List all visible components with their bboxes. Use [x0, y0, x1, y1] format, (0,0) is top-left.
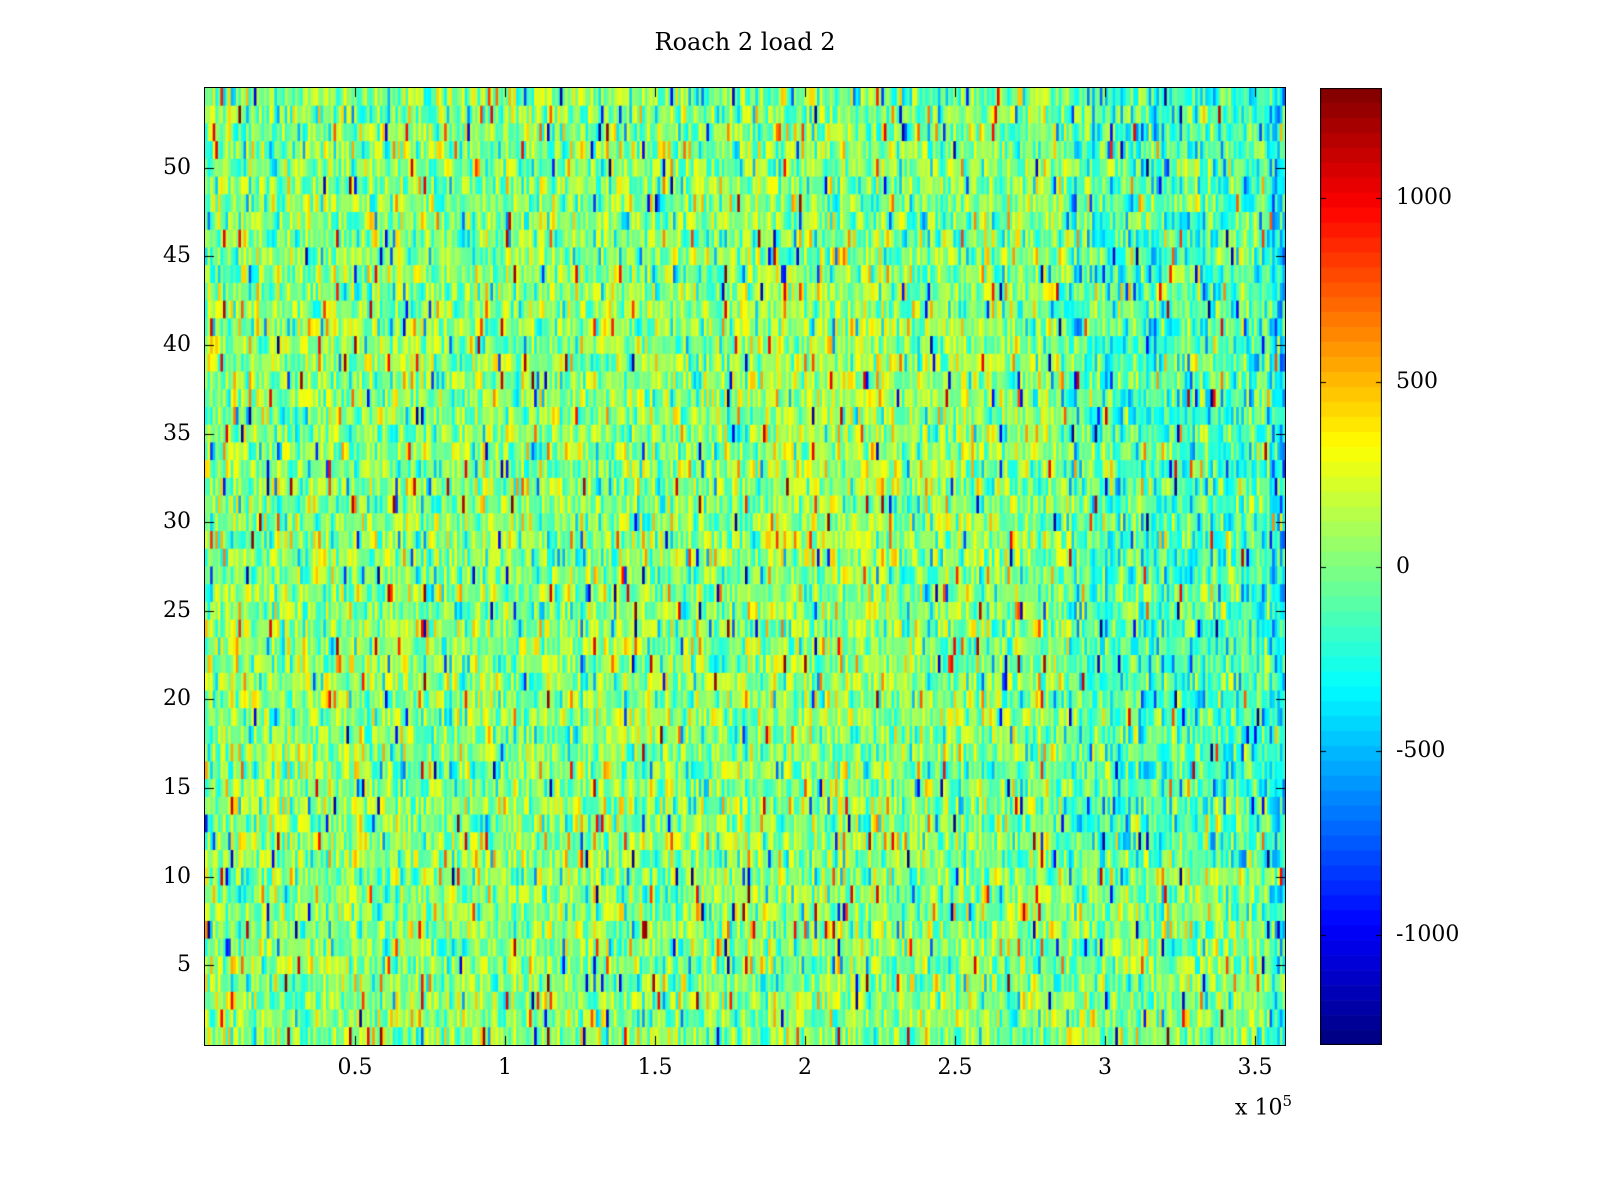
y-axis-tick-label: 15 — [163, 775, 191, 801]
y-axis-tick-label: 25 — [163, 597, 191, 623]
heatmap-canvas — [205, 88, 1285, 1045]
x-axis-tick-label: 1 — [498, 1055, 512, 1080]
x-axis-exponent-label: x 105 — [1150, 1092, 1292, 1120]
y-axis-tick-label: 40 — [163, 331, 191, 357]
exponent-prefix: x 10 — [1235, 1095, 1283, 1121]
colorbar-tick-label: 0 — [1396, 553, 1410, 579]
y-axis-tick-label: 5 — [177, 952, 191, 978]
y-axis-tick-label: 35 — [163, 420, 191, 446]
y-axis-tick-label: 50 — [163, 154, 191, 180]
y-axis-tick-label: 30 — [163, 509, 191, 535]
x-axis-tick-label: 3.5 — [1237, 1055, 1273, 1080]
x-axis-tick-label: 2.5 — [937, 1055, 973, 1080]
y-axis-tick-label: 10 — [163, 863, 191, 889]
colorbar-tick-label: 500 — [1396, 369, 1438, 395]
colorbar-tick-label: -1000 — [1396, 921, 1460, 947]
exponent-value: 5 — [1282, 1092, 1292, 1110]
x-axis-tick-label: 2 — [798, 1055, 812, 1080]
x-axis-tick-label: 0.5 — [337, 1055, 373, 1080]
y-axis-tick-label: 20 — [163, 686, 191, 712]
colorbar — [1320, 88, 1382, 1045]
colorbar-tick-label: -500 — [1396, 737, 1446, 763]
y-axis-tick-label: 45 — [163, 243, 191, 269]
x-axis-tick-label: 1.5 — [637, 1055, 673, 1080]
x-axis-tick-label: 3 — [1098, 1055, 1112, 1080]
colorbar-tick-label: 1000 — [1396, 185, 1452, 211]
plot-title: Roach 2 load 2 — [654, 28, 836, 56]
